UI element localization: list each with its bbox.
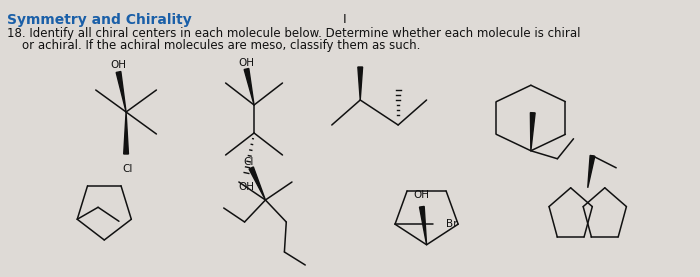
- Polygon shape: [244, 68, 254, 105]
- Polygon shape: [588, 155, 595, 188]
- Text: Cl: Cl: [122, 164, 133, 174]
- Polygon shape: [116, 71, 126, 112]
- Polygon shape: [124, 112, 128, 154]
- Text: I: I: [343, 13, 346, 26]
- Text: Cl: Cl: [243, 157, 253, 167]
- Text: OH: OH: [414, 190, 430, 200]
- Polygon shape: [419, 206, 426, 245]
- Text: OH: OH: [239, 58, 255, 68]
- Text: Symmetry and Chirality: Symmetry and Chirality: [6, 13, 191, 27]
- Polygon shape: [531, 113, 535, 151]
- Text: OH: OH: [239, 182, 255, 192]
- Polygon shape: [358, 67, 363, 100]
- Text: Br: Br: [446, 219, 458, 229]
- Text: 18. Identify all chiral centers in each molecule below. Determine whether each m: 18. Identify all chiral centers in each …: [6, 27, 580, 40]
- Polygon shape: [249, 167, 265, 200]
- Text: or achiral. If the achiral molecules are meso, classify them as such.: or achiral. If the achiral molecules are…: [6, 39, 420, 52]
- Text: OH: OH: [111, 60, 127, 70]
